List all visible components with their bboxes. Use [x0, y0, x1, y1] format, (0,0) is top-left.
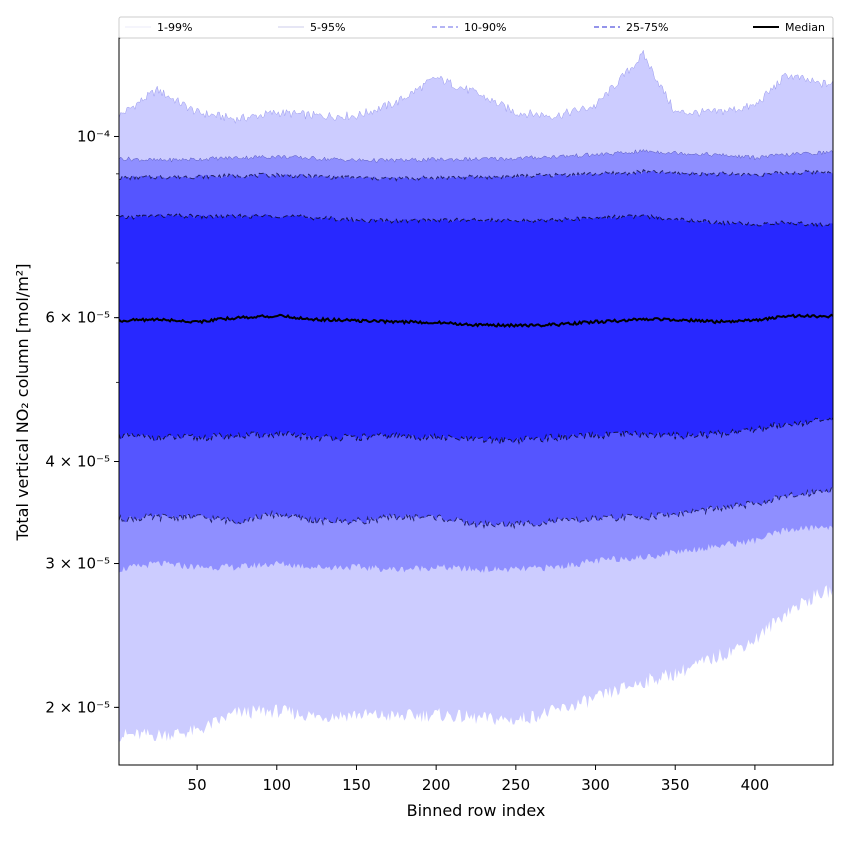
y-tick-label: 4 × 10⁻⁵ [45, 452, 110, 470]
legend-label: 1-99% [157, 21, 192, 34]
band-1-99%-upper-line [119, 49, 833, 125]
median-line [119, 313, 833, 328]
y-axis-label: Total vertical NO₂ column [mol/m²] [13, 264, 32, 542]
band-25-75%-area [119, 213, 833, 444]
band-10-90%-upper-line [119, 169, 833, 182]
axes: 50 100 150 200 250 300 350 400 2 × 10⁻⁵ 3 × 10⁻⁵ 4… [45, 37, 834, 794]
legend-label: Median [785, 21, 825, 34]
legend: 1-99% 5-95% 10-90% 25-75% Median [118, 16, 834, 39]
x-tick-label: 150 [342, 776, 371, 794]
band-10-90%-lower-line [119, 487, 833, 530]
x-tick-label: 350 [661, 776, 690, 794]
y-tick-label: 6 × 10⁻⁵ [45, 309, 110, 327]
x-tick-label: 300 [581, 776, 610, 794]
legend-label: 25-75% [626, 21, 668, 34]
legend-label: 10-90% [464, 21, 506, 34]
y-tick-label: 2 × 10⁻⁵ [45, 698, 110, 716]
band-25-75%-upper-line [119, 212, 833, 228]
legend-box [118, 16, 834, 39]
band-25-75%-lower-line [119, 417, 833, 446]
x-tick-label: 100 [262, 776, 291, 794]
x-tick-label: 400 [741, 776, 770, 794]
y-tick-label: 3 × 10⁻⁵ [45, 555, 110, 573]
band-5-95%-upper-line [119, 148, 833, 163]
y-tick-label: 10⁻⁴ [77, 127, 110, 145]
plot-area [119, 49, 833, 742]
plot-clip-group [119, 49, 833, 742]
x-tick-label: 200 [422, 776, 451, 794]
x-tick-label: 250 [502, 776, 531, 794]
x-axis-label: Binned row index [407, 801, 546, 820]
legend-label: 5-95% [310, 21, 345, 34]
x-tick-label: 50 [188, 776, 207, 794]
